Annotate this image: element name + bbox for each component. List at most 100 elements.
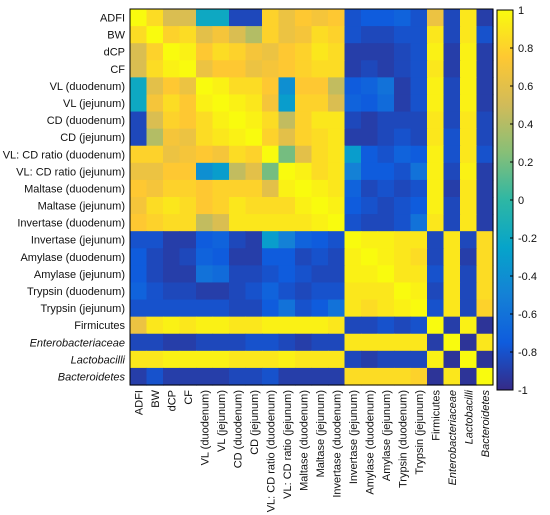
heatmap-cell (443, 26, 461, 44)
heatmap-cell (394, 265, 412, 284)
heatmap-cell (394, 179, 412, 198)
heatmap-cell (245, 282, 263, 301)
heatmap-cell (163, 299, 181, 318)
heatmap-cell (460, 128, 478, 147)
heatmap-cell (278, 77, 296, 96)
heatmap-cell (262, 77, 280, 96)
heatmap-cell (179, 350, 197, 369)
heatmap-cell (262, 265, 280, 284)
heatmap-cell (130, 94, 148, 113)
heatmap-cell (245, 145, 263, 164)
heatmap-cell (146, 231, 164, 249)
heatmap-cell (212, 145, 230, 164)
column-label: Enterobacteriaceae (447, 390, 459, 485)
heatmap-cell (196, 111, 214, 130)
heatmap-cell (328, 9, 346, 27)
heatmap-cell (328, 26, 346, 44)
heatmap-cell (443, 111, 461, 130)
row-label: Lactobacilli (71, 354, 126, 366)
heatmap-cell (212, 350, 230, 369)
heatmap-cell (443, 299, 461, 318)
heatmap-cell (328, 282, 346, 301)
heatmap-cell (179, 111, 197, 130)
heatmap-cell (443, 94, 461, 113)
heatmap-cell (278, 231, 296, 249)
colorbar-tick-label: -0.8 (518, 347, 537, 359)
heatmap-cell (196, 77, 214, 96)
heatmap-cell (146, 162, 164, 181)
row-label: Enterobacteriaceae (30, 337, 125, 349)
heatmap-cell (311, 94, 329, 113)
heatmap-cell (328, 248, 346, 266)
heatmap-cell (229, 60, 247, 78)
heatmap-cell (394, 367, 412, 386)
column-label: Invertase (jejunum) (348, 390, 360, 484)
heatmap-cell (460, 231, 478, 249)
heatmap-cell (229, 145, 247, 164)
row-label: VL: CD ratio (duodenum) (3, 149, 125, 161)
column-label: BW (150, 389, 162, 407)
colorbar-tick-label: -0.2 (518, 233, 537, 245)
heatmap-cell (278, 367, 296, 386)
heatmap-cell (146, 111, 164, 130)
heatmap-cell (163, 265, 181, 284)
heatmap-cell (476, 197, 494, 215)
heatmap-cell (245, 94, 263, 113)
heatmap-cell (377, 350, 395, 369)
heatmap-cell (130, 111, 148, 130)
heatmap-cell (410, 265, 428, 284)
heatmap-cell (163, 316, 181, 335)
heatmap-cell (361, 214, 379, 232)
row-label: VL (jejunum) (63, 98, 125, 110)
heatmap-cell (410, 316, 428, 335)
heatmap-cell (394, 231, 412, 249)
heatmap-cell (262, 282, 280, 301)
heatmap-cell (410, 367, 428, 386)
heatmap-cell (427, 162, 445, 181)
heatmap-cell (245, 299, 263, 318)
heatmap-cell (361, 111, 379, 130)
heatmap-cell (394, 60, 412, 78)
heatmap-cell (394, 77, 412, 96)
heatmap-cell (361, 367, 379, 386)
heatmap-cell (361, 77, 379, 96)
heatmap-cell (179, 299, 197, 318)
heatmap-cell (146, 350, 164, 369)
heatmap-cell (410, 128, 428, 147)
heatmap-cell (443, 214, 461, 232)
heatmap-cell (427, 145, 445, 164)
heatmap-cell (460, 316, 478, 335)
heatmap-cell (212, 367, 230, 386)
heatmap-cell (328, 316, 346, 335)
heatmap-cell (410, 333, 428, 352)
row-label: BW (107, 30, 125, 42)
heatmap-cell (460, 145, 478, 164)
heatmap-cell (344, 128, 362, 147)
heatmap-cell (146, 282, 164, 301)
row-label: Invertase (duodenum) (17, 218, 125, 230)
heatmap-cell (146, 43, 164, 61)
heatmap-cell (212, 197, 230, 215)
heatmap-cell (476, 299, 494, 318)
heatmap-cell (146, 214, 164, 232)
heatmap-cell (476, 265, 494, 284)
heatmap-cell (146, 77, 164, 96)
heatmap-cell (212, 94, 230, 113)
column-label: Trypsin (duodenum) (397, 390, 409, 488)
heatmap-cell (344, 248, 362, 266)
heatmap-cell (460, 265, 478, 284)
heatmap-cell (311, 316, 329, 335)
heatmap-cell (344, 231, 362, 249)
heatmap-cell (311, 9, 329, 27)
heatmap-cell (377, 316, 395, 335)
heatmap-cell (196, 9, 214, 27)
heatmap-cell (163, 43, 181, 61)
heatmap-cell (295, 282, 313, 301)
heatmap-cell (196, 26, 214, 44)
heatmap-cell (460, 26, 478, 44)
heatmap-cell (212, 316, 230, 335)
heatmap-cell (410, 145, 428, 164)
heatmap-cell (278, 111, 296, 130)
heatmap-cell (410, 162, 428, 181)
heatmap-cell (295, 333, 313, 352)
